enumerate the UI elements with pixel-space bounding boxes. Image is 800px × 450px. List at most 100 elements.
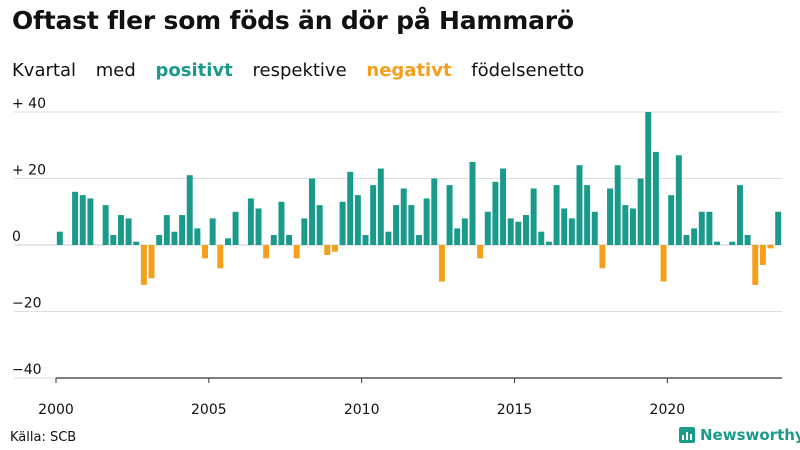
bar: [331, 245, 338, 252]
bar: [354, 195, 361, 246]
bar: [156, 235, 163, 245]
bar: [400, 188, 407, 245]
bar: [224, 238, 231, 245]
x-tick-label: 2015: [497, 402, 533, 418]
bar: [339, 201, 346, 245]
bar: [576, 165, 583, 245]
subtitle-negative: negativt: [366, 60, 452, 81]
bar: [263, 245, 270, 259]
bar: [362, 235, 369, 245]
bar: [637, 178, 644, 245]
bar: [347, 171, 354, 245]
bar: [652, 151, 659, 245]
bar: [767, 245, 774, 249]
subtitle-word1: med: [95, 60, 136, 81]
bar: [668, 195, 675, 246]
bar: [194, 228, 201, 246]
bar: [446, 185, 453, 245]
bar: [645, 112, 652, 245]
bar: [591, 211, 598, 245]
y-tick-label: −40: [12, 362, 42, 378]
bar: [630, 208, 636, 245]
bar: [461, 218, 468, 245]
bar: [408, 205, 415, 245]
bar: [438, 245, 445, 282]
x-tick-label: 2020: [650, 402, 686, 418]
bar: [584, 185, 591, 245]
bar: [125, 218, 132, 245]
bar: [431, 178, 438, 245]
bar: [140, 245, 147, 285]
bar: [454, 228, 461, 246]
bar: [683, 235, 690, 245]
bar: [72, 191, 79, 245]
bar: [148, 245, 155, 279]
y-tick-label: + 40: [12, 96, 46, 112]
bar: [179, 215, 186, 245]
x-tick-label: 2005: [191, 402, 227, 418]
subtitle-positive: positivt: [155, 60, 233, 81]
bar: [507, 218, 514, 245]
bar: [752, 245, 759, 285]
bar: [56, 231, 63, 245]
bar: [370, 185, 377, 245]
bar: [217, 245, 224, 269]
chart-subtitle: Kvartal med positivt respektive negativt…: [12, 60, 598, 81]
bar: [87, 198, 94, 245]
bar: [477, 245, 484, 259]
newsworthy-logo-icon: [679, 427, 695, 443]
bar: [324, 245, 331, 255]
bar: [393, 205, 400, 245]
bar: [278, 201, 285, 245]
bar: [469, 161, 476, 246]
bar: [247, 198, 254, 245]
bar: [79, 195, 86, 246]
bar: [736, 185, 743, 245]
bar: [423, 198, 430, 245]
bar: [117, 215, 124, 245]
bar: [553, 185, 560, 245]
bar: [622, 205, 629, 245]
bar: [614, 165, 621, 245]
bar: [523, 215, 529, 245]
bar: [561, 208, 568, 245]
bar: [202, 245, 208, 259]
source-note: Källa: SCB: [10, 430, 77, 445]
bar: [607, 188, 614, 245]
bar: [301, 218, 308, 245]
bar: [691, 228, 698, 246]
bar: [133, 241, 140, 245]
bar: [538, 231, 545, 245]
bar: [270, 235, 277, 245]
bar: [316, 205, 323, 245]
chart-title: Oftast fler som föds än dör på Hammarö: [12, 6, 574, 35]
bar: [706, 211, 713, 245]
bar: [744, 235, 751, 245]
subtitle-suffix: födelsenetto: [471, 60, 585, 81]
bar: [232, 211, 239, 245]
bar: [698, 211, 705, 245]
bar: [515, 221, 522, 245]
newsworthy-logo: Newsworthy: [679, 426, 800, 444]
bar: [729, 241, 736, 245]
bar: [186, 175, 193, 245]
bar: [102, 205, 109, 245]
bar: [484, 211, 491, 245]
y-tick-label: + 20: [12, 163, 46, 179]
bar: [171, 231, 178, 245]
bar: [309, 178, 315, 245]
y-tick-label: 0: [12, 229, 21, 245]
bar: [163, 215, 170, 245]
bar: [545, 241, 552, 245]
bar: [599, 245, 606, 269]
bar: [660, 245, 667, 282]
bar: [385, 231, 392, 245]
subtitle-prefix: Kvartal: [12, 60, 76, 81]
bar: [568, 218, 575, 245]
bar: [416, 235, 422, 245]
bar: [293, 245, 300, 259]
bar: [775, 211, 782, 245]
bar: [500, 168, 507, 245]
y-tick-label: −20: [12, 296, 42, 312]
bar: [530, 188, 537, 245]
